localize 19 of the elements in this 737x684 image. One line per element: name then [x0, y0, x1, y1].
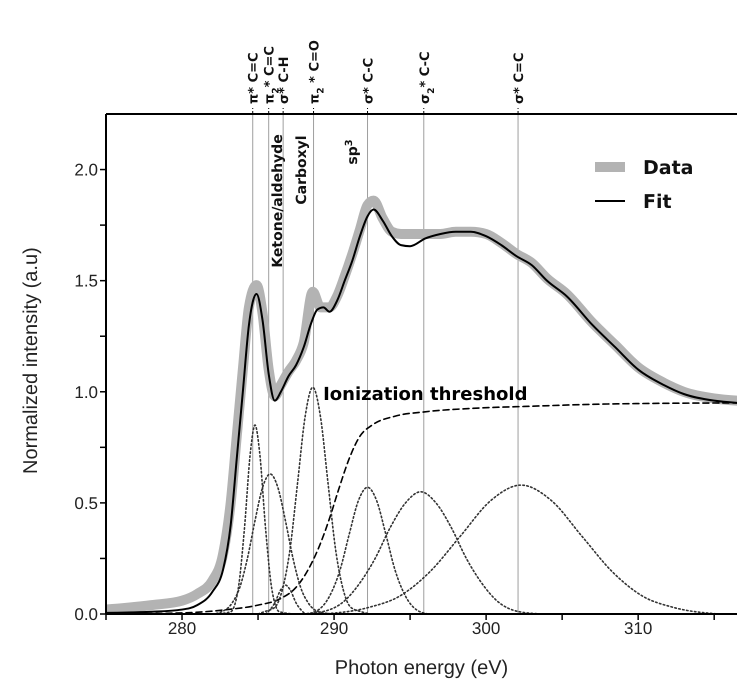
ref-line-label: σ* C-C — [362, 58, 377, 104]
y-tick-label: 0.0 — [74, 605, 98, 624]
annotation: Ketone/aldehyde — [270, 134, 286, 268]
x-tick-label: 310 — [624, 619, 652, 638]
y-tick-label: 2.0 — [74, 160, 98, 180]
x-tick-label: 290 — [320, 619, 348, 638]
legend-label: Data — [643, 157, 694, 179]
x-tick-label: 300 — [472, 619, 500, 638]
x-axis-title: Photon energy (eV) — [334, 657, 508, 679]
series-label: Ionization threshold — [323, 384, 528, 405]
ref-line-label: σ* C=C — [512, 52, 528, 104]
y-axis-title: Normalized intensity (a.u) — [20, 247, 42, 474]
ref-line-label: π* C=C — [246, 52, 262, 104]
y-tick-label: 0.5 — [74, 494, 98, 513]
y-tick-label: 1.5 — [74, 272, 98, 291]
x-tick-label: 280 — [168, 619, 196, 638]
annotation: Carboxyl — [294, 135, 310, 205]
y-tick-label: 1.0 — [74, 382, 98, 402]
legend-label: Fit — [643, 191, 672, 213]
